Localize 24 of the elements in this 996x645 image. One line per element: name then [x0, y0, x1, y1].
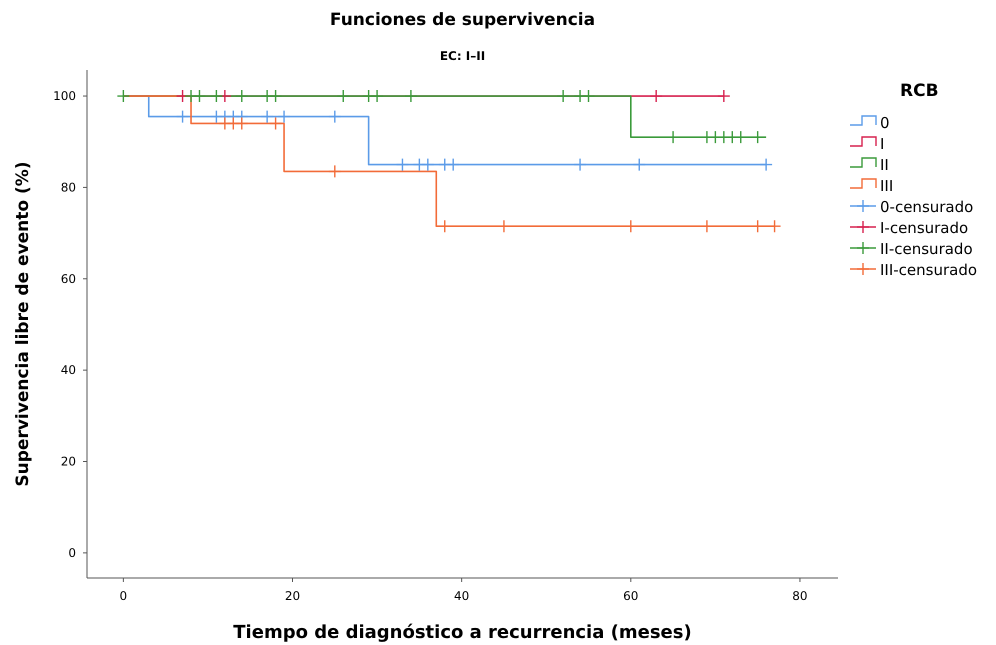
y-axis-title: Supervivencia libre de evento (%)	[13, 161, 33, 487]
legend-label: III	[880, 177, 894, 195]
legend-label: III-censurado	[880, 261, 978, 279]
x-tick-label: 0	[120, 589, 128, 603]
x-tick-label: 60	[623, 589, 638, 603]
legend-label: 0-censurado	[880, 198, 974, 216]
y-tick-label: 20	[60, 454, 76, 469]
x-tick-label: 80	[792, 589, 808, 603]
x-axis-title: Tiempo de diagnóstico a recurrencia (meses)	[233, 622, 692, 643]
y-tick-label: 60	[60, 272, 76, 286]
y-tick-label: 40	[60, 363, 76, 378]
y-tick-label: 80	[60, 180, 76, 194]
y-tick-label: 0	[68, 546, 76, 560]
chart-title: Funciones de supervivencia	[330, 10, 596, 30]
y-tick-label: 100	[53, 89, 76, 104]
legend-label: II	[880, 156, 889, 174]
x-tick-label: 20	[284, 589, 300, 603]
legend-label: 0	[880, 114, 890, 132]
legend-label: II-censurado	[880, 240, 973, 258]
legend-label: I	[880, 135, 884, 153]
legend-label: I-censurado	[880, 219, 968, 237]
legend-title: RCB	[900, 81, 939, 101]
chart-subtitle: EC: I–II	[440, 49, 486, 63]
x-tick-label: 40	[454, 589, 470, 603]
